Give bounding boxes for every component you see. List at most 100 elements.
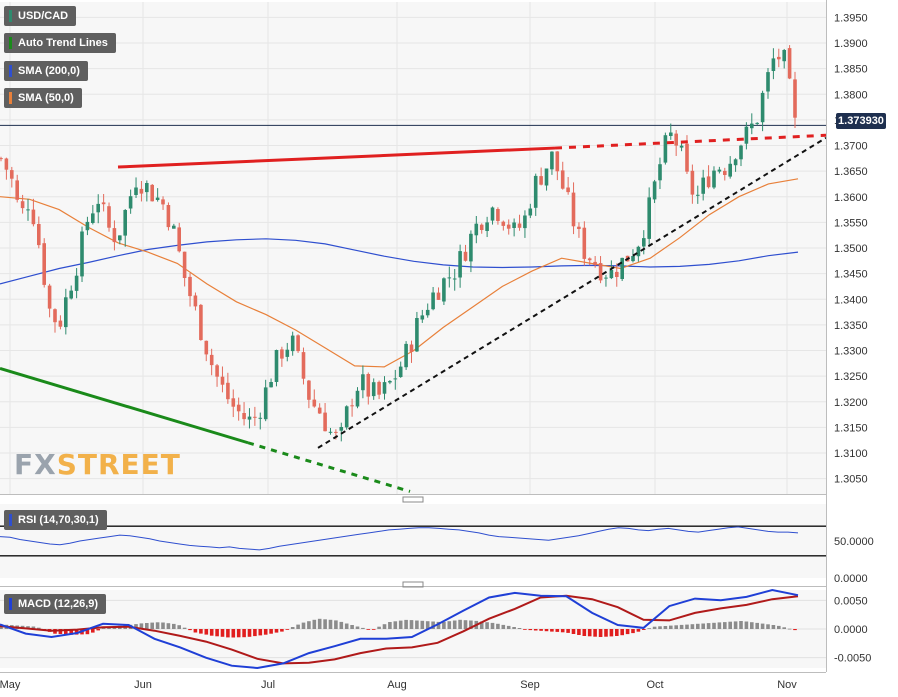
macd-hist-bar-neg	[555, 629, 560, 632]
sma200-line	[0, 238, 799, 285]
macd-hist-bar-pos	[766, 624, 770, 629]
month-tick-label: Jul	[261, 679, 275, 691]
price-tick-label: 1.3700	[834, 141, 868, 153]
macd-hist-bar-neg	[631, 629, 635, 634]
legend-sma200-label: SMA (200,0)	[18, 65, 80, 77]
legend-rsi[interactable]: RSI (14,70,30,1)	[4, 510, 107, 530]
macd-hist-bar-neg	[587, 629, 592, 637]
candle-up	[485, 222, 489, 231]
candle-down	[334, 431, 338, 433]
candle-up	[469, 233, 473, 262]
candle-up	[750, 123, 754, 129]
macd-hist-bar-pos	[382, 624, 387, 629]
macd-hist-bar-neg	[274, 629, 279, 633]
macd-hist-bar-pos	[161, 622, 165, 629]
macd-hist-bar-neg	[231, 629, 236, 638]
candle-down	[209, 354, 214, 366]
watermark-part1: FX	[14, 448, 57, 481]
macd-hist-bar-neg	[285, 629, 290, 630]
green-trend-extension	[247, 441, 411, 493]
macd-hist-bar-pos	[134, 624, 138, 629]
trend-lines	[0, 133, 827, 493]
candle-down	[479, 224, 484, 230]
macd-hist-bar-neg	[571, 629, 576, 634]
macd-hist-bar-pos	[296, 624, 300, 629]
macd-hist-bar-neg	[609, 629, 614, 637]
candle-down	[47, 285, 52, 309]
macd-hist-bar-pos	[717, 622, 722, 629]
candle-up	[604, 277, 608, 279]
price-tick-label: 1.3250	[834, 371, 868, 383]
candle-down	[463, 251, 468, 261]
candle-up	[528, 208, 533, 216]
candle-down	[787, 48, 792, 79]
legend-macd-label: MACD (12,26,9)	[18, 598, 99, 610]
macd-hist-bar-neg	[215, 629, 219, 637]
candle-up	[69, 290, 73, 299]
rsi-swatch	[9, 514, 12, 526]
candle-down	[501, 221, 506, 226]
candle-up	[442, 278, 446, 302]
candle-down	[31, 209, 36, 225]
candle-down	[4, 158, 9, 170]
candle-up	[490, 207, 495, 221]
candle-up	[361, 374, 365, 391]
macd-hist-bar-pos	[37, 627, 41, 629]
legend-sma200[interactable]: SMA (200,0)	[4, 61, 88, 81]
macd-hist-bar-pos	[744, 621, 749, 629]
candle-up	[474, 223, 479, 236]
macd-hist-bar-pos	[339, 621, 344, 629]
candle-down	[566, 187, 570, 193]
price-tick-label: 1.3100	[834, 448, 868, 460]
price-tick-label: 1.3200	[834, 397, 868, 409]
macd-hist-bar-neg	[593, 629, 597, 637]
macd-hist-bar-pos	[361, 627, 365, 629]
macd-hist-bar-neg	[209, 629, 214, 636]
candle-down	[301, 352, 306, 379]
legend-macd[interactable]: MACD (12,26,9)	[4, 594, 107, 614]
candle-down	[323, 412, 327, 432]
macd-hist-bar-neg	[366, 629, 371, 630]
legend-symbol[interactable]: USD/CAD	[4, 6, 77, 26]
candle-up	[96, 203, 100, 213]
candle-down	[598, 263, 603, 281]
legend-sma50-label: SMA (50,0)	[18, 92, 74, 104]
macd-panel: 0.0050 0.0000 -0.0050	[0, 588, 871, 670]
legend-sma50[interactable]: SMA (50,0)	[4, 88, 82, 108]
macd-hist-bar-neg	[550, 629, 554, 632]
macd-hist-bar-neg	[533, 629, 538, 631]
watermark-part2: STREET	[56, 448, 181, 481]
candle-down	[280, 349, 284, 359]
rsi-tick-label: 0.0000	[834, 573, 868, 585]
macd-hist-bar-pos	[685, 624, 689, 629]
macd-hist-bar-pos	[739, 621, 743, 629]
macd-hist-bar-neg	[236, 629, 241, 638]
macd-hist-bar-pos	[496, 623, 500, 629]
macd-hist-bar-neg	[539, 629, 543, 631]
macd-hist-bar-pos	[517, 628, 522, 629]
legend-trend-lines[interactable]: Auto Trend Lines	[4, 33, 116, 53]
macd-hist-bar-pos	[787, 628, 792, 630]
macd-hist-bar-neg	[85, 629, 90, 635]
macd-hist-bar-pos	[26, 626, 30, 629]
candle-up	[274, 350, 279, 382]
candle-down	[312, 399, 317, 407]
macd-hist-bar-neg	[188, 629, 192, 631]
candle-up	[771, 58, 776, 71]
candle-down	[236, 404, 241, 412]
candle-down	[112, 228, 117, 243]
candle-down	[15, 180, 19, 200]
candle-down	[242, 413, 246, 420]
macd-hist-bar-pos	[425, 621, 430, 629]
macd-hist-bar-pos	[172, 623, 176, 629]
candle-up	[739, 145, 743, 160]
price-tick-label: 1.3300	[834, 346, 868, 358]
candle-up	[263, 387, 268, 420]
candle-up	[290, 335, 295, 352]
panel-resize-handle	[402, 496, 424, 503]
candle-up	[172, 225, 176, 229]
price-tick-label: 1.3900	[834, 38, 868, 50]
macd-hist-bar-pos	[512, 627, 516, 629]
legend-rsi-label: RSI (14,70,30,1)	[18, 514, 99, 526]
